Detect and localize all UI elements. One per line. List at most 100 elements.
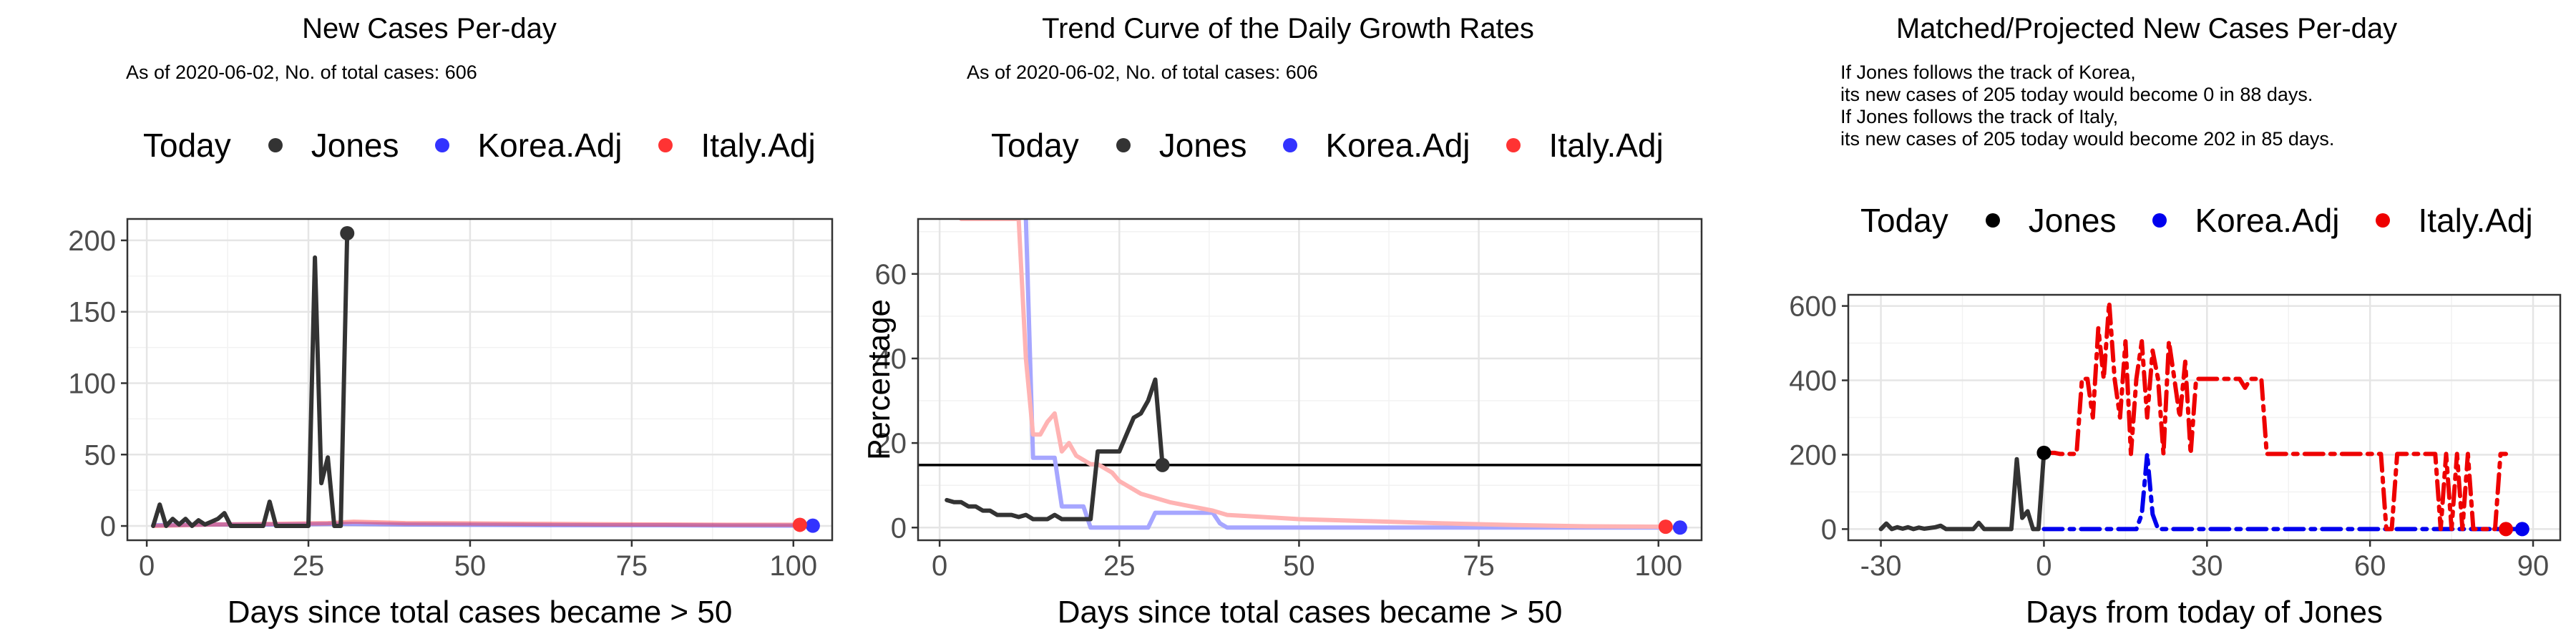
plot-background — [127, 219, 832, 540]
legend-dot-icon — [434, 138, 449, 152]
x-tick-label: 75 — [616, 550, 648, 582]
x-tick-label: 75 — [1463, 550, 1495, 582]
y-axis-title: Percentage — [862, 299, 897, 460]
legend-label: Korea.Adj — [477, 127, 623, 164]
legend-item-korea: Korea.Adj — [2152, 201, 2340, 240]
chart-plot: 0 25 50 75 100 0 20 40 60 Days since total cases … — [862, 218, 1703, 630]
legend-label: Korea.Adj — [1325, 127, 1470, 164]
today-point-korea-adj — [2514, 522, 2529, 537]
panel-projected-cases: Matched/Projected New Cases Per-day If J… — [1717, 0, 2576, 644]
x-tick-label: 100 — [1634, 550, 1682, 582]
x-tick-label: 0 — [932, 550, 947, 582]
y-tick-label: 400 — [1789, 366, 1837, 397]
panel-new-cases: New Cases Per-day As of 2020-06-02, No. … — [0, 0, 859, 644]
y-tick-label: 20 — [875, 428, 907, 459]
legend-title: Today — [1860, 202, 1948, 239]
legend-item-jones: Jones — [268, 126, 399, 165]
chart-plot: 0 25 50 75 100 0 50 100 150 200 Days since total c… — [68, 218, 834, 630]
legend-item-jones: Jones — [1116, 126, 1247, 165]
x-tick-label: 0 — [139, 550, 155, 582]
series-line-korea-adj — [1023, 219, 1682, 530]
y-tick-label: 600 — [1789, 291, 1837, 323]
legend-item-italy: Italy.Adj — [2375, 201, 2533, 240]
chart-title: Matched/Projected New Cases Per-day — [1896, 13, 2398, 44]
subtitle-line: As of 2020-06-02, No. of total cases: 60… — [126, 62, 477, 83]
x-tick-label: 90 — [2517, 550, 2550, 582]
y-tick-label: 100 — [68, 368, 116, 399]
chart-title: Trend Curve of the Daily Growth Rates — [1042, 13, 1534, 44]
x-tick-label: 25 — [1103, 550, 1136, 582]
legend: Today Jones Korea.Adj Italy.Adj — [1860, 201, 2569, 240]
chart-subtitle: If Jones follows the track of Korea, its… — [1840, 62, 2334, 150]
chart-subtitle: As of 2020-06-02, No. of total cases: 60… — [126, 62, 477, 84]
legend-label: Jones — [311, 127, 399, 164]
x-tick-label: 50 — [1283, 550, 1315, 582]
legend-label: Jones — [2028, 202, 2117, 239]
y-tick-label: 150 — [68, 297, 116, 328]
legend-label: Korea.Adj — [2195, 202, 2340, 239]
y-tick-label: 0 — [100, 511, 116, 542]
x-tick-label: 60 — [2354, 550, 2386, 582]
y-tick-label: 200 — [1789, 439, 1837, 471]
plot-background — [918, 219, 1702, 540]
legend-dot-icon — [2152, 213, 2167, 228]
subtitle-line: As of 2020-06-02, No. of total cases: 60… — [967, 62, 1318, 83]
subtitle-line: its new cases of 205 today would become … — [1840, 84, 2313, 105]
today-point-korea-adj — [805, 518, 820, 533]
x-tick-label: 50 — [454, 550, 487, 582]
legend-label: Jones — [1158, 127, 1247, 164]
series-layer — [151, 231, 815, 528]
series-line-jones — [945, 377, 1165, 522]
panel-growth-rates: Trend Curve of the Daily Growth Rates As… — [859, 0, 1717, 644]
today-point-jones — [2036, 445, 2051, 460]
x-tick-label: 0 — [2036, 550, 2051, 582]
x-axis-title: Days from today of Jones — [2026, 595, 2383, 630]
y-tick-label: 200 — [68, 225, 116, 257]
legend-label: Italy.Adj — [701, 127, 816, 164]
legend-dot-icon — [1116, 138, 1131, 152]
panel-border — [917, 218, 1703, 542]
x-axis-title: Days since total cases became > 50 — [228, 595, 733, 630]
today-point-jones — [340, 225, 355, 240]
series-layer — [918, 219, 1702, 530]
legend: Today Jones Korea.Adj Italy.Adj — [143, 126, 852, 165]
legend-dot-icon — [2375, 213, 2390, 228]
legend-dot-icon — [1282, 138, 1297, 152]
chart-plot: -30 0 30 60 90 0 200 400 600 Days from today of J… — [1789, 291, 2562, 630]
series-line-italy-adj — [959, 219, 1668, 530]
legend-dot-icon — [268, 138, 283, 152]
legend-item-korea: Korea.Adj — [1282, 126, 1470, 165]
today-point-italy-adj — [1658, 519, 1673, 535]
legend: Today Jones Korea.Adj Italy.Adj — [991, 126, 1699, 165]
legend-label: Italy.Adj — [2418, 202, 2533, 239]
panel-border — [1847, 293, 2562, 542]
panel-border — [126, 218, 834, 542]
today-point-italy-adj — [2499, 522, 2514, 537]
legend-label: Italy.Adj — [1548, 127, 1664, 164]
y-tick-label: 0 — [891, 512, 907, 544]
x-axis-title: Days since total cases became > 50 — [1058, 595, 1563, 630]
x-tick-label: 30 — [2191, 550, 2223, 582]
today-point-italy-adj — [792, 517, 807, 532]
series-line-italy-adj — [2041, 300, 2508, 532]
series-line-jones — [151, 231, 350, 528]
x-tick-label: 100 — [769, 550, 817, 582]
chart-subtitle: As of 2020-06-02, No. of total cases: 60… — [967, 62, 1318, 84]
legend-item-jones: Jones — [1985, 201, 2117, 240]
y-tick-label: 60 — [875, 259, 907, 291]
today-point-jones — [1155, 457, 1170, 472]
legend-item-korea: Korea.Adj — [434, 126, 623, 165]
series-line-korea-adj — [2041, 452, 2524, 532]
legend-title: Today — [143, 127, 231, 164]
y-tick-label: 0 — [1821, 514, 1837, 545]
y-tick-label: 40 — [875, 343, 907, 375]
series-layer — [1878, 300, 2524, 532]
subtitle-line: If Jones follows the track of Italy, — [1840, 106, 2119, 127]
legend-dot-icon — [658, 138, 673, 152]
today-point-korea-adj — [1672, 520, 1687, 535]
chart-title: New Cases Per-day — [302, 13, 557, 44]
legend-title: Today — [991, 127, 1079, 164]
x-tick-label: -30 — [1860, 550, 1902, 582]
subtitle-line: If Jones follows the track of Korea, — [1840, 62, 2136, 83]
series-line-jones — [1878, 450, 2046, 532]
